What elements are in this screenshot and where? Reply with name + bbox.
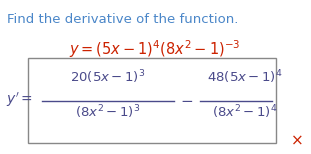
- Text: $y = (5x-1)^4(8x^2-1)^{-3}$: $y = (5x-1)^4(8x^2-1)^{-3}$: [69, 38, 241, 60]
- Text: $(8x^2-1)^4$: $(8x^2-1)^4$: [212, 103, 278, 121]
- Text: $(8x^2-1)^3$: $(8x^2-1)^3$: [75, 103, 141, 121]
- Text: $20(5x-1)^3$: $20(5x-1)^3$: [70, 68, 146, 86]
- Text: $48(5x-1)^4$: $48(5x-1)^4$: [207, 68, 283, 86]
- Text: Find the derivative of the function.: Find the derivative of the function.: [7, 13, 238, 26]
- Bar: [28, 58, 276, 143]
- Text: $-$: $-$: [180, 93, 193, 107]
- Text: $y' =$: $y' =$: [6, 91, 33, 109]
- Text: $\times$: $\times$: [290, 133, 303, 148]
